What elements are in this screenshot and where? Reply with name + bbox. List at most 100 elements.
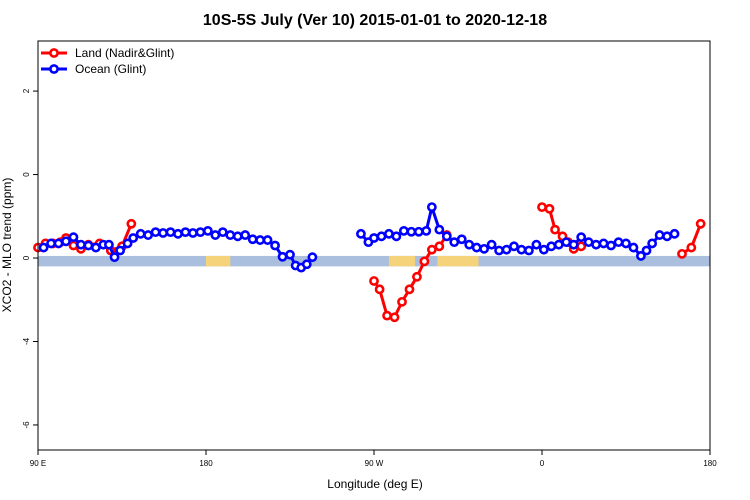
series-1-point-0-37	[301, 259, 312, 270]
series-1-point-0-24	[210, 230, 221, 240]
series-1-point-1-17	[479, 243, 490, 254]
series-0-point-1-1	[374, 284, 385, 295]
series-0-point-2-0	[537, 202, 547, 213]
x-tick-label-3: 0	[540, 459, 545, 468]
series-0-point-0-5	[68, 240, 79, 251]
series-1-point-0-23	[202, 225, 213, 236]
series-1-point-0-0	[38, 242, 49, 253]
series-1-point-0-38	[307, 252, 318, 263]
series-1-point-1-5	[391, 231, 402, 242]
series-1-point-1-29	[568, 239, 579, 250]
series-0-point-2-6	[576, 241, 587, 252]
series-1-point-1-18	[486, 239, 497, 250]
y-tick-label-2: 0	[22, 255, 31, 260]
series-0-point-3-2	[695, 218, 706, 229]
series-1-point-1-0	[356, 228, 366, 239]
series-1-point-0-34	[285, 249, 295, 260]
series-1-point-1-40	[647, 238, 658, 249]
series-1-point-0-29	[247, 234, 258, 245]
series-0-point-2-2	[550, 224, 560, 235]
series-1-point-1-34	[606, 240, 616, 251]
x-axis: 90 E 180 90 W 0 180	[30, 450, 717, 468]
land-band-2	[437, 255, 479, 267]
series-1-point-1-21	[509, 241, 519, 252]
x-tick-label-2: 90 W	[365, 459, 384, 468]
ocean-band	[38, 255, 710, 267]
series-1-point-1-37	[628, 242, 639, 253]
series-1-point-1-35	[613, 237, 624, 248]
series-1-point-1-10	[426, 202, 437, 213]
series-1-point-0-19	[173, 228, 183, 239]
series-0-point-0-11	[126, 218, 137, 229]
x-tick-label-1: 180	[199, 459, 213, 468]
series-1-point-1-41	[654, 230, 665, 240]
series-1-point-0-11	[115, 245, 126, 256]
series-1-point-1-15	[464, 239, 475, 250]
series-0-point-1-4	[397, 296, 407, 307]
series-group	[33, 202, 706, 323]
series-1-point-1-33	[598, 238, 609, 249]
series-1-point-1-7	[406, 226, 417, 237]
series-1-point-0-15	[143, 230, 154, 240]
series-1-point-0-16	[150, 227, 161, 238]
series-1-point-0-26	[225, 230, 236, 240]
series-1-point-1-42	[662, 231, 672, 242]
series-1-point-0-27	[232, 231, 243, 242]
series-0-point-1-2	[382, 310, 392, 321]
series-1-point-0-31	[262, 235, 273, 245]
land-band-0	[206, 255, 231, 267]
series-1-point-0-13	[128, 233, 139, 243]
series-0-point-1-6	[412, 271, 422, 282]
series-1-point-1-38	[636, 251, 646, 261]
series-1-point-1-32	[591, 239, 602, 250]
series-0-point-1-3	[389, 312, 400, 323]
series-0-point-1-9	[434, 241, 445, 252]
series-0-point-2-1	[544, 203, 555, 214]
series-1-point-1-24	[531, 239, 542, 250]
y-axis: -6 -4 0 0 2	[22, 88, 38, 429]
series-1-point-1-9	[421, 225, 432, 236]
series-1-point-1-13	[449, 237, 460, 248]
series-1-point-1-28	[561, 237, 572, 248]
y-tick-label-1: -4	[22, 337, 31, 345]
series-1-point-1-30	[576, 232, 587, 243]
series-1-point-0-22	[195, 227, 206, 238]
x-tick-label-4: 180	[703, 459, 717, 468]
series-1-point-1-14	[456, 234, 467, 245]
series-1-point-0-18	[165, 227, 176, 238]
series-1-point-1-22	[516, 244, 527, 255]
series-1-point-1-26	[546, 241, 557, 252]
series-1-point-0-4	[68, 232, 79, 243]
series-1-point-1-8	[413, 226, 424, 237]
series-1-point-0-17	[158, 228, 168, 238]
legend-label-0: Land (Nadir&Glint)	[75, 46, 174, 60]
series-1-point-1-39	[641, 245, 652, 256]
x-tick-label-0: 90 E	[30, 459, 46, 468]
series-0-point-1-8	[426, 244, 437, 255]
y-tick-label-3: 0	[22, 172, 31, 177]
series-1-point-0-28	[240, 230, 251, 240]
series-1-point-0-33	[277, 251, 288, 262]
series-1-point-1-25	[538, 244, 549, 255]
series-0-point-3-0	[677, 248, 687, 259]
series-1-point-1-6	[398, 225, 409, 236]
series-1-point-1-43	[669, 228, 680, 239]
series-1-point-0-7	[90, 242, 101, 253]
chart-title: 10S-5S July (Ver 10) 2015-01-01 to 2020-…	[203, 12, 547, 29]
series-1-point-0-3	[61, 236, 71, 247]
series-1-point-0-20	[180, 227, 191, 238]
series-1-point-0-1	[46, 238, 56, 249]
series-1-point-0-30	[255, 235, 266, 245]
series-1-point-1-20	[501, 244, 512, 255]
series-1-point-0-2	[53, 238, 64, 249]
series-1-point-0-25	[217, 227, 228, 238]
series-1-point-1-31	[583, 237, 594, 248]
series-0-point-1-0	[369, 276, 379, 286]
series-1-point-1-36	[621, 238, 631, 249]
y-axis-label: XCO2 - MLO trend (ppm)	[0, 178, 14, 313]
series-1-point-0-21	[188, 228, 198, 238]
land-band-1	[388, 255, 416, 267]
surface-band	[38, 255, 710, 267]
legend-marker-0	[49, 48, 59, 58]
